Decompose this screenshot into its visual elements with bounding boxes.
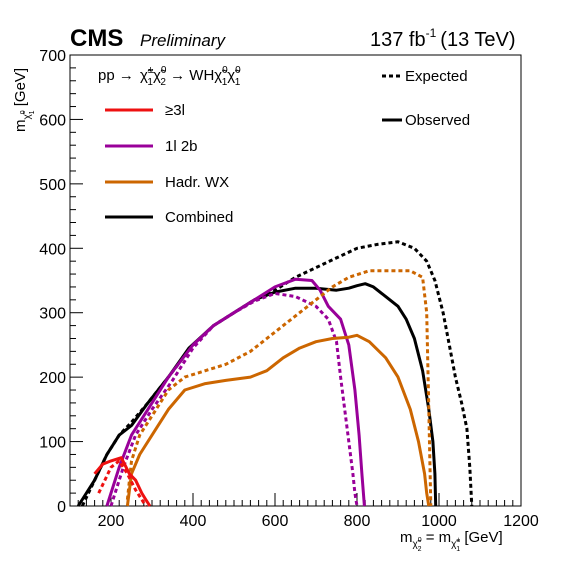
x-axis-chi-a-sub: 2 [418,546,422,553]
chargino-sub: 1 [147,77,153,88]
y-tick-label: 200 [39,370,66,387]
expected-hadrWX-curve [125,269,433,507]
lsp2-sub: 1 [235,77,241,88]
x-tick-label: 1200 [503,513,539,530]
exclusion-curves [76,240,474,507]
process-label: pp → χ̃± 1χ̃0 2 → WHχ̃0 1χ̃0 1 [98,65,241,88]
observed-oneL2b-curve [105,277,366,507]
x-axis-chi-a-sup: 0 [418,537,422,544]
lsp2-sup: 0 [235,65,241,76]
x-axis-chi-b-sup: ± [456,537,460,544]
lsp1-sup: 0 [222,65,228,76]
process-pre: pp → [98,67,134,84]
x-tick-label: 800 [344,513,371,530]
lumi-value: 137 fb [370,29,426,51]
legend-observed-label: Observed [405,112,470,129]
y-tick-label: 100 [39,435,66,452]
lumi-exponent: -1 [426,26,437,40]
legend-combined-label: Combined [165,209,233,226]
cms-label: CMS [70,25,123,52]
lumi-label: 137 fb-1 (13 TeV) [370,26,516,51]
lsp1-sub: 1 [222,77,228,88]
x-tick-label: 400 [180,513,207,530]
legend-expected-label: Expected [405,68,468,85]
y-tick-label: 400 [39,241,66,258]
y-tick-label: 0 [57,499,66,516]
plot-frame [69,54,522,507]
observed-threeL-curve [93,456,152,507]
expected-oneL2b-curve [109,291,359,507]
y-axis-m: m [12,120,29,133]
y-tick-label: 600 [39,112,66,129]
x-axis-chi-b: χ̃ [451,539,460,550]
axis-tick-labels: 200 400 600 800 1000 120001002003004005006007… [39,48,539,530]
y-tick-label: 300 [39,306,66,323]
x-axis-chi-a: χ̃ [413,539,422,550]
observed-hadrWX-curve [125,333,431,507]
y-axis-chi-sup: 0 [20,110,27,114]
y-tick-label: 700 [39,48,66,65]
x-tick-label: 1000 [421,513,457,530]
x-tick-label: 600 [262,513,289,530]
y-tick-label: 500 [39,177,66,194]
observed-combined-curve [76,282,438,507]
y-axis-chi-sub: 1 [29,110,36,114]
y-axis-title: mχ̃0 1 [GeV] [12,68,36,132]
x-axis-eq: = m [422,529,452,546]
process-mid: → WH [166,67,214,84]
expected-combined-curve [80,240,474,507]
y-axis-chi: χ̃ [22,110,33,119]
x-tick-label: 200 [98,513,125,530]
chargino-sup: ± [148,65,154,76]
preliminary-label: Preliminary [140,31,227,50]
x-axis-m1: m [400,529,413,546]
x-axis-unit: [GeV] [460,529,503,546]
y-axis-unit: [GeV] [12,68,29,111]
expected-threeL-curve [97,459,148,507]
x-axis-title: mχ̃0 2 = mχ̃± 1 [GeV] [400,529,503,553]
neutralino2-sub: 2 [160,77,166,88]
neutralino2-sup: 0 [161,65,167,76]
energy-value: (13 TeV) [440,29,515,51]
legend-1l2b-label: 1l 2b [165,138,198,155]
legend-3l-label: ≥3l [165,102,185,119]
legend-hadrwx-label: Hadr. WX [165,174,229,191]
x-axis-chi-b-sub: 1 [456,546,460,553]
